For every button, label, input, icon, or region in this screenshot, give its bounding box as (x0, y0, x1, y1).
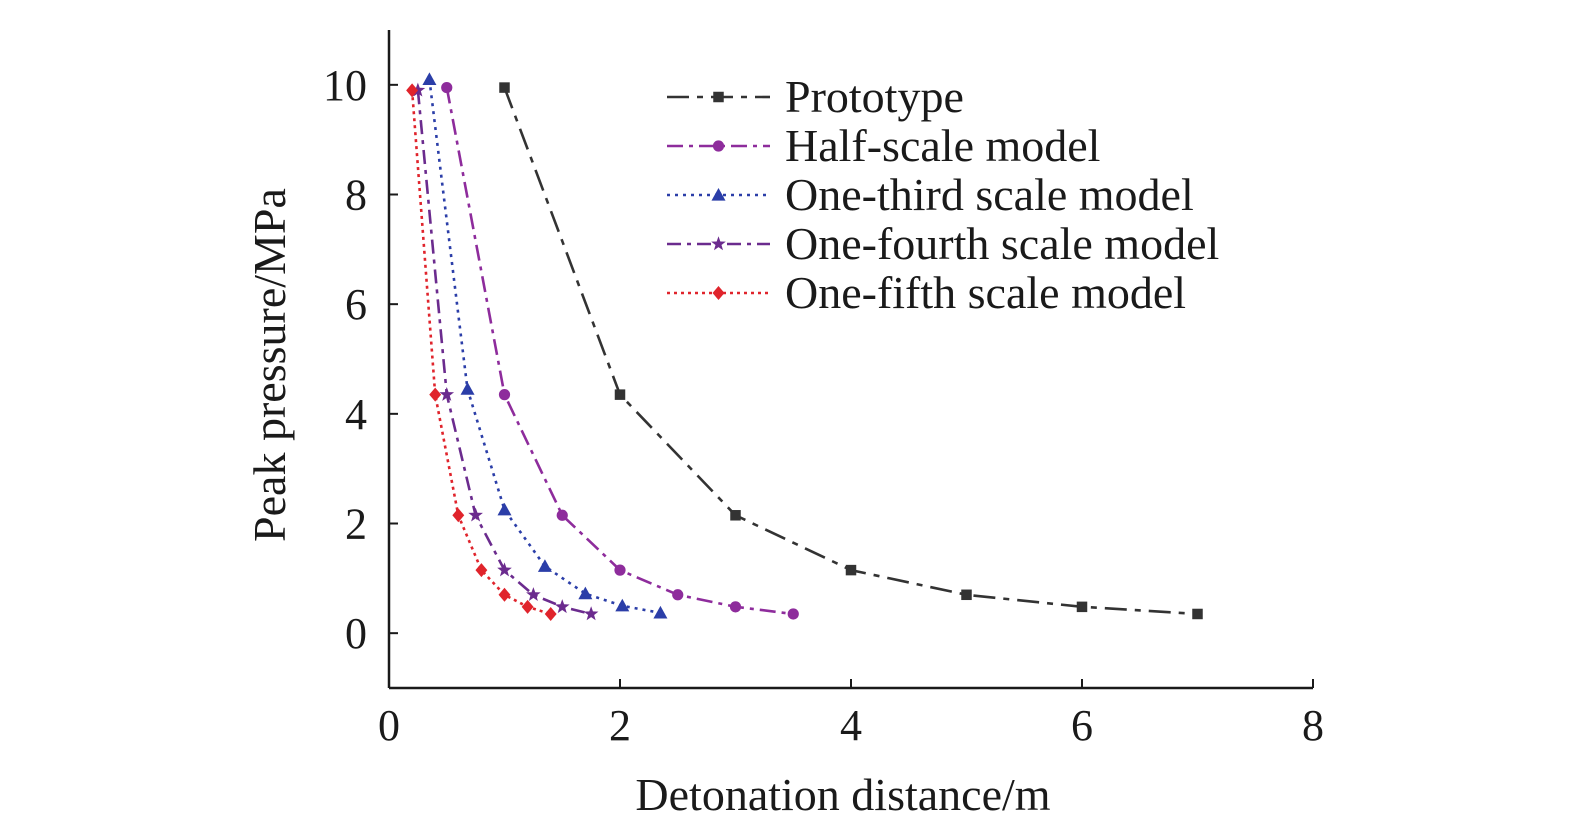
data-point (653, 605, 668, 619)
legend-label: One-fifth scale model (785, 267, 1186, 318)
x-tick-label: 2 (609, 701, 631, 750)
data-point (537, 559, 552, 572)
series-1 (441, 81, 799, 620)
legend-label: Prototype (785, 71, 964, 122)
data-point (410, 82, 426, 97)
x-tick-label: 8 (1302, 701, 1324, 750)
data-point (498, 587, 511, 602)
data-point (614, 564, 626, 576)
legend-item: Half-scale model (667, 120, 1100, 171)
ticks: 0 2 4 6 8 0 2 4 6 8 10 (323, 61, 1324, 750)
data-point (526, 587, 541, 602)
legend-item: One-fifth scale model (667, 267, 1186, 318)
data-point (578, 586, 593, 600)
legend-label: One-fourth scale model (785, 218, 1219, 269)
data-point (961, 589, 972, 601)
data-point (406, 83, 419, 98)
data-point (614, 389, 626, 400)
data-point (554, 599, 570, 614)
y-tick-label: 6 (345, 280, 367, 329)
x-axis-title: Detonation distance/m (635, 769, 1050, 820)
data-point (441, 81, 453, 94)
legend-marker (712, 286, 725, 300)
x-tick-label: 4 (840, 701, 862, 750)
data-point (429, 387, 442, 402)
data-point (556, 509, 568, 521)
legend-label: One-third scale model (785, 169, 1194, 220)
data-point (499, 82, 510, 93)
data-point (845, 564, 857, 576)
series-layer (406, 72, 1203, 621)
data-point (583, 606, 599, 621)
legend-marker (711, 188, 726, 201)
y-tick-label: 2 (345, 500, 367, 549)
legend-label: Half-scale model (785, 120, 1100, 171)
data-point (521, 599, 534, 614)
data-point (439, 386, 455, 401)
legend-item: Prototype (667, 71, 964, 122)
series-3 (410, 82, 599, 621)
legend-item: One-third scale model (667, 169, 1194, 220)
data-point (460, 382, 475, 395)
y-tick-label: 10 (323, 61, 367, 110)
x-tick-label: 6 (1071, 701, 1093, 750)
data-point (730, 510, 741, 521)
y-tick-label: 0 (345, 609, 367, 658)
y-tick-label: 4 (345, 390, 367, 439)
data-point (615, 598, 630, 612)
series-line (445, 87, 794, 616)
data-point (468, 507, 483, 522)
series-4 (406, 83, 557, 621)
data-point (475, 563, 488, 578)
data-point (497, 502, 512, 516)
y-axis-title: Peak pressure/MPa (244, 188, 295, 542)
data-point (729, 601, 742, 613)
series-2 (422, 72, 668, 619)
data-point (787, 608, 799, 620)
legend-marker (712, 140, 725, 152)
data-point (422, 72, 437, 85)
series-0 (499, 82, 1203, 620)
data-point (452, 508, 465, 523)
legend-item: One-fourth scale model (667, 218, 1219, 269)
data-point (544, 606, 557, 621)
legend-marker (713, 91, 724, 103)
data-point (498, 389, 511, 401)
data-point (1192, 608, 1203, 620)
series-line (410, 90, 552, 616)
x-tick-label: 0 (378, 701, 400, 750)
y-tick-label: 8 (345, 171, 367, 220)
legend-marker (711, 236, 726, 251)
series-line (428, 79, 661, 615)
data-point (1076, 601, 1088, 613)
data-point (497, 562, 512, 577)
series-line (416, 90, 592, 616)
data-point (672, 589, 684, 601)
